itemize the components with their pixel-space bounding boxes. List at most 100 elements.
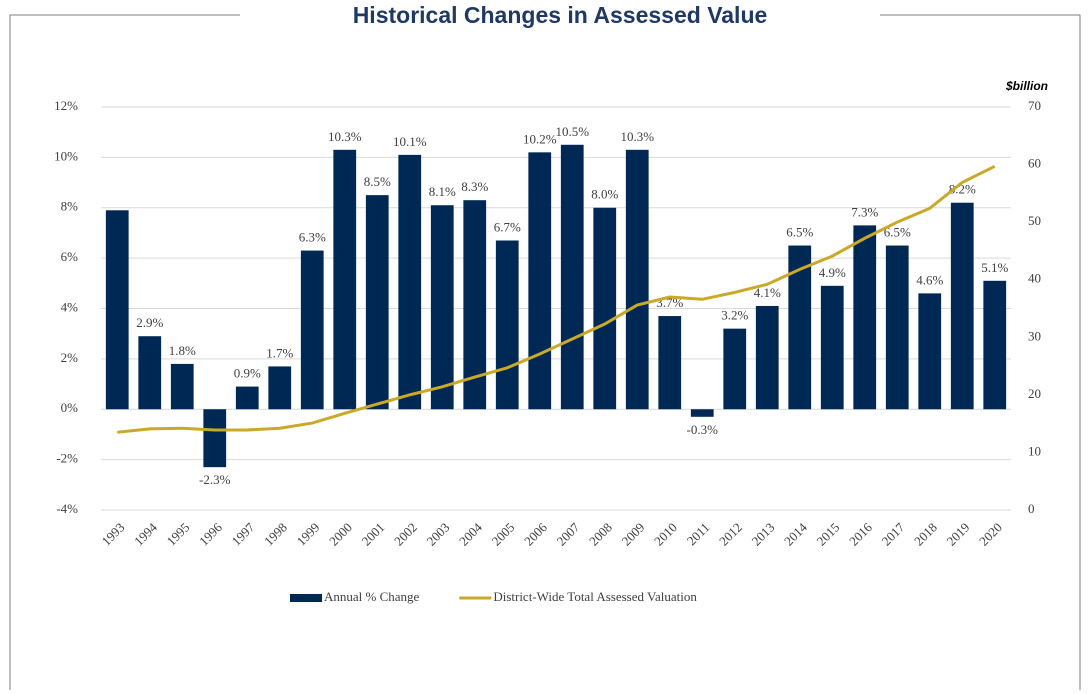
data-label: 2.9%	[136, 315, 163, 330]
bar	[853, 225, 877, 410]
x-tick-label: 2006	[521, 519, 550, 548]
data-label: 1.7%	[266, 345, 293, 360]
bar	[170, 363, 194, 410]
bar	[203, 409, 227, 468]
x-tick-label: 2004	[456, 519, 485, 548]
bar	[690, 409, 714, 417]
data-label: 4.9%	[819, 265, 846, 280]
y-tick-label: -2%	[56, 451, 78, 466]
bar	[235, 386, 259, 410]
bar	[365, 195, 389, 410]
bar	[950, 202, 974, 410]
y-tick-label: 0%	[61, 400, 79, 415]
bar	[333, 149, 357, 410]
x-tick-label: 2002	[391, 520, 420, 549]
x-tick-label: 2014	[781, 519, 810, 548]
data-label: 10.5%	[555, 124, 589, 139]
x-tick-label: 1997	[228, 519, 257, 548]
y-tick-label: 8%	[61, 199, 79, 214]
bar	[105, 210, 129, 410]
x-tick-label: 2010	[651, 520, 680, 549]
y2-tick-label: 50	[1028, 213, 1041, 228]
bar	[430, 205, 454, 410]
y-tick-label: 4%	[61, 299, 79, 314]
y2-tick-label: 10	[1028, 443, 1041, 458]
data-label: 8.1%	[429, 184, 456, 199]
bar	[788, 245, 812, 410]
line	[117, 164, 996, 434]
data-label: 1.8%	[169, 343, 196, 358]
y-tick-label: 10%	[54, 148, 78, 163]
y2-tick-label: 40	[1028, 271, 1041, 286]
x-tick-label: 2003	[423, 520, 452, 549]
data-label: 6.7%	[494, 219, 521, 234]
data-label: 8.2%	[949, 182, 976, 197]
x-tick-label: 2011	[684, 520, 713, 549]
bar	[463, 200, 487, 410]
bar	[398, 154, 422, 410]
data-label: 10.1%	[393, 134, 427, 149]
bar	[885, 245, 909, 410]
data-label: -2.3%	[199, 472, 231, 487]
x-tick-label: 1994	[131, 519, 160, 548]
bar	[755, 305, 779, 410]
legend-label: District-Wide Total Assessed Valuation	[493, 589, 697, 604]
data-label: 8.0%	[591, 187, 618, 202]
x-tick-label: 1999	[293, 520, 322, 549]
bar	[593, 207, 617, 410]
x-tick-label: 2020	[976, 520, 1005, 549]
chart-title: Historical Changes in Assessed Value	[353, 2, 768, 28]
bar	[268, 366, 292, 410]
y2-tick-label: 60	[1028, 156, 1041, 171]
data-label: 0.9%	[234, 366, 261, 381]
bar	[528, 152, 552, 410]
y-tick-label: 2%	[61, 350, 79, 365]
data-label: 10.3%	[328, 129, 362, 144]
x-tick-label: 1996	[196, 519, 225, 548]
x-tick-label: 2017	[878, 519, 907, 548]
x-tick-label: 2019	[943, 520, 972, 549]
data-label: 6.5%	[786, 225, 813, 240]
x-tick-label: 1993	[98, 520, 127, 549]
y-tick-label: -4%	[56, 501, 78, 516]
bar	[820, 285, 844, 410]
data-label: 8.5%	[364, 174, 391, 189]
x-tick-label: 2001	[358, 520, 387, 549]
frame	[9, 14, 1081, 690]
y2-tick-label: 20	[1028, 386, 1041, 401]
bar	[495, 240, 519, 410]
x-tick-label: 2005	[488, 520, 517, 549]
y-tick-label: 12%	[54, 98, 78, 113]
bar	[723, 328, 747, 410]
legend-label: Annual % Change	[324, 589, 420, 604]
data-label: 4.1%	[754, 285, 781, 300]
x-tick-label: 2016	[846, 519, 875, 548]
y-tick-label: 6%	[61, 249, 79, 264]
bar	[138, 336, 162, 410]
bar	[658, 316, 682, 410]
bar	[625, 149, 649, 410]
legend-swatch	[290, 594, 322, 602]
x-tick-label: 2007	[553, 519, 582, 548]
bar	[918, 293, 942, 410]
data-label: 3.2%	[721, 308, 748, 323]
x-tick-label: 2013	[748, 520, 777, 549]
data-label: -0.3%	[687, 422, 719, 437]
data-label: 8.3%	[461, 179, 488, 194]
y2-axis-unit: $billion	[1005, 79, 1048, 93]
x-tick-label: 2000	[326, 520, 355, 549]
x-tick-label: 1998	[261, 520, 290, 549]
x-tick-label: 1995	[163, 520, 192, 549]
data-label: 4.6%	[916, 272, 943, 287]
data-label: 5.1%	[981, 260, 1008, 275]
x-tick-label: 2008	[586, 520, 615, 549]
y2-tick-label: 0	[1028, 501, 1035, 516]
data-label: 6.3%	[299, 230, 326, 245]
bar	[300, 250, 324, 410]
data-label: 10.3%	[620, 129, 654, 144]
x-tick-label: 2009	[618, 520, 647, 549]
data-label: 10.2%	[523, 131, 557, 146]
bar	[983, 280, 1007, 410]
data-label: 6.5%	[884, 225, 911, 240]
